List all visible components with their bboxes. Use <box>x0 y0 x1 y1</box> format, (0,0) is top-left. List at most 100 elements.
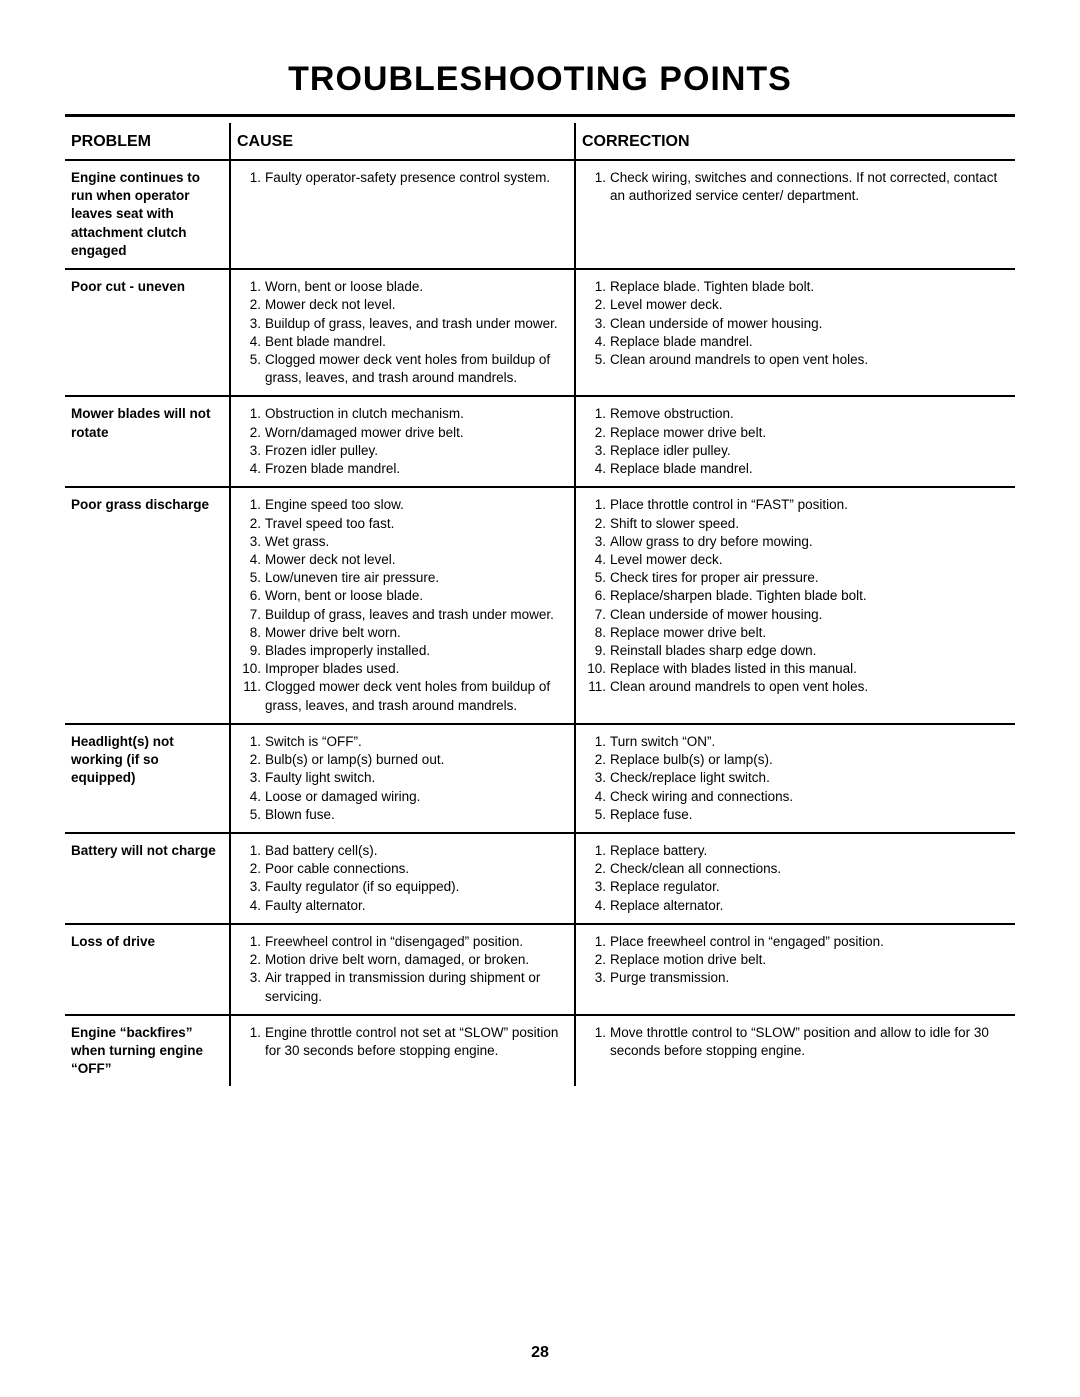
correction-cell: Move throttle control to “SLOW” position… <box>575 1015 1015 1087</box>
cause-item: Faulty regulator (if so equipped). <box>265 878 568 896</box>
col-header-cause: CAUSE <box>230 123 575 160</box>
cause-item: Obstruction in clutch mechanism. <box>265 405 568 423</box>
cause-cell: Switch is “OFF”.Bulb(s) or lamp(s) burne… <box>230 724 575 833</box>
correction-item: Check/clean all connections. <box>610 860 1009 878</box>
cause-item: Improper blades used. <box>265 660 568 678</box>
correction-item: Replace with blades listed in this manua… <box>610 660 1009 678</box>
cause-item: Bent blade mandrel. <box>265 333 568 351</box>
problem-cell: Headlight(s) not working (if so equipped… <box>65 724 230 833</box>
correction-item: Replace blade mandrel. <box>610 460 1009 478</box>
cause-cell: Engine speed too slow.Travel speed too f… <box>230 487 575 724</box>
cause-list: Bad battery cell(s).Poor cable connectio… <box>237 842 568 915</box>
page-number: 28 <box>0 1344 1080 1362</box>
cause-list: Obstruction in clutch mechanism.Worn/dam… <box>237 405 568 478</box>
correction-item: Replace blade mandrel. <box>610 333 1009 351</box>
correction-cell: Place freewheel control in “engaged” pos… <box>575 924 1015 1015</box>
table-row: Battery will not chargeBad battery cell(… <box>65 833 1015 924</box>
cause-item: Buildup of grass, leaves, and trash unde… <box>265 315 568 333</box>
correction-item: Replace alternator. <box>610 897 1009 915</box>
cause-item: Worn, bent or loose blade. <box>265 587 568 605</box>
problem-cell: Loss of drive <box>65 924 230 1015</box>
correction-item: Level mower deck. <box>610 551 1009 569</box>
correction-cell: Remove obstruction.Replace mower drive b… <box>575 396 1015 487</box>
correction-item: Replace motion drive belt. <box>610 951 1009 969</box>
table-row: Headlight(s) not working (if so equipped… <box>65 724 1015 833</box>
cause-item: Frozen idler pulley. <box>265 442 568 460</box>
correction-cell: Check wiring, switches and connections. … <box>575 160 1015 269</box>
col-header-problem: PROBLEM <box>65 123 230 160</box>
correction-list: Remove obstruction.Replace mower drive b… <box>582 405 1009 478</box>
correction-item: Clean underside of mower housing. <box>610 606 1009 624</box>
col-header-correction: CORRECTION <box>575 123 1015 160</box>
cause-cell: Bad battery cell(s).Poor cable connectio… <box>230 833 575 924</box>
correction-item: Check/replace light switch. <box>610 769 1009 787</box>
correction-cell: Replace blade. Tighten blade bolt.Level … <box>575 269 1015 396</box>
table-row: Mower blades will not rotateObstruction … <box>65 396 1015 487</box>
cause-item: Travel speed too fast. <box>265 515 568 533</box>
cause-item: Engine speed too slow. <box>265 496 568 514</box>
cause-list: Freewheel control in “disengaged” positi… <box>237 933 568 1006</box>
cause-item: Worn, bent or loose blade. <box>265 278 568 296</box>
cause-item: Faulty light switch. <box>265 769 568 787</box>
table-row: Poor cut - uneven Worn, bent or loose bla… <box>65 269 1015 396</box>
correction-item: Clean around mandrels to open vent holes… <box>610 351 1009 369</box>
page: TROUBLESHOOTING POINTS PROBLEM CAUSE COR… <box>0 0 1080 1397</box>
cause-item: Poor cable connections. <box>265 860 568 878</box>
cause-item: Mower drive belt worn. <box>265 624 568 642</box>
table-row: Poor grass dischargeEngine speed too slo… <box>65 487 1015 724</box>
correction-item: Replace battery. <box>610 842 1009 860</box>
cause-item: Engine throttle control not set at “SLOW… <box>265 1024 568 1060</box>
correction-cell: Turn switch “ON”.Replace bulb(s) or lamp… <box>575 724 1015 833</box>
correction-list: Check wiring, switches and connections. … <box>582 169 1009 205</box>
cause-item: Bad battery cell(s). <box>265 842 568 860</box>
cause-list: Switch is “OFF”.Bulb(s) or lamp(s) burne… <box>237 733 568 824</box>
table-row: Loss of drive Freewheel control in “disen… <box>65 924 1015 1015</box>
correction-list: Move throttle control to “SLOW” position… <box>582 1024 1009 1060</box>
cause-item: Blown fuse. <box>265 806 568 824</box>
correction-list: Place freewheel control in “engaged” pos… <box>582 933 1009 988</box>
correction-item: Check wiring, switches and connections. … <box>610 169 1009 205</box>
cause-item: Clogged mower deck vent holes from build… <box>265 678 568 714</box>
correction-item: Clean around mandrels to open vent holes… <box>610 678 1009 696</box>
problem-cell: Poor cut - uneven <box>65 269 230 396</box>
correction-item: Level mower deck. <box>610 296 1009 314</box>
correction-item: Replace/sharpen blade. Tighten blade bol… <box>610 587 1009 605</box>
correction-item: Remove obstruction. <box>610 405 1009 423</box>
cause-item: Mower deck not level. <box>265 296 568 314</box>
cause-list: Engine throttle control not set at “SLOW… <box>237 1024 568 1060</box>
cause-item: Wet grass. <box>265 533 568 551</box>
correction-list: Replace blade. Tighten blade bolt.Level … <box>582 278 1009 369</box>
cause-item: Worn/damaged mower drive belt. <box>265 424 568 442</box>
problem-cell: Engine continues to run when operator le… <box>65 160 230 269</box>
troubleshoot-table: PROBLEM CAUSE CORRECTION Engine continue… <box>65 123 1015 1086</box>
cause-item: Frozen blade mandrel. <box>265 460 568 478</box>
cause-item: Faulty alternator. <box>265 897 568 915</box>
correction-item: Purge transmission. <box>610 969 1009 987</box>
cause-item: Low/uneven tire air pressure. <box>265 569 568 587</box>
correction-cell: Replace battery.Check/clean all connecti… <box>575 833 1015 924</box>
cause-item: Air trapped in transmission during shipm… <box>265 969 568 1005</box>
correction-list: Turn switch “ON”.Replace bulb(s) or lamp… <box>582 733 1009 824</box>
cause-item: Blades improperly installed. <box>265 642 568 660</box>
cause-item: Freewheel control in “disengaged” positi… <box>265 933 568 951</box>
cause-item: Clogged mower deck vent holes from build… <box>265 351 568 387</box>
cause-cell: Obstruction in clutch mechanism.Worn/dam… <box>230 396 575 487</box>
correction-item: Shift to slower speed. <box>610 515 1009 533</box>
correction-item: Replace idler pulley. <box>610 442 1009 460</box>
table-header-row: PROBLEM CAUSE CORRECTION <box>65 123 1015 160</box>
problem-cell: Engine “backfires” when turning engine “… <box>65 1015 230 1087</box>
correction-item: Reinstall blades sharp edge down. <box>610 642 1009 660</box>
problem-cell: Poor grass discharge <box>65 487 230 724</box>
correction-item: Check wiring and connections. <box>610 788 1009 806</box>
correction-item: Replace fuse. <box>610 806 1009 824</box>
correction-list: Place throttle control in “FAST” positio… <box>582 496 1009 696</box>
cause-item: Switch is “OFF”. <box>265 733 568 751</box>
table-row: Engine continues to run when operator le… <box>65 160 1015 269</box>
correction-item: Replace blade. Tighten blade bolt. <box>610 278 1009 296</box>
correction-item: Turn switch “ON”. <box>610 733 1009 751</box>
cause-list: Engine speed too slow.Travel speed too f… <box>237 496 568 715</box>
correction-item: Replace bulb(s) or lamp(s). <box>610 751 1009 769</box>
cause-item: Buildup of grass, leaves and trash under… <box>265 606 568 624</box>
correction-item: Clean underside of mower housing. <box>610 315 1009 333</box>
correction-item: Allow grass to dry before mowing. <box>610 533 1009 551</box>
